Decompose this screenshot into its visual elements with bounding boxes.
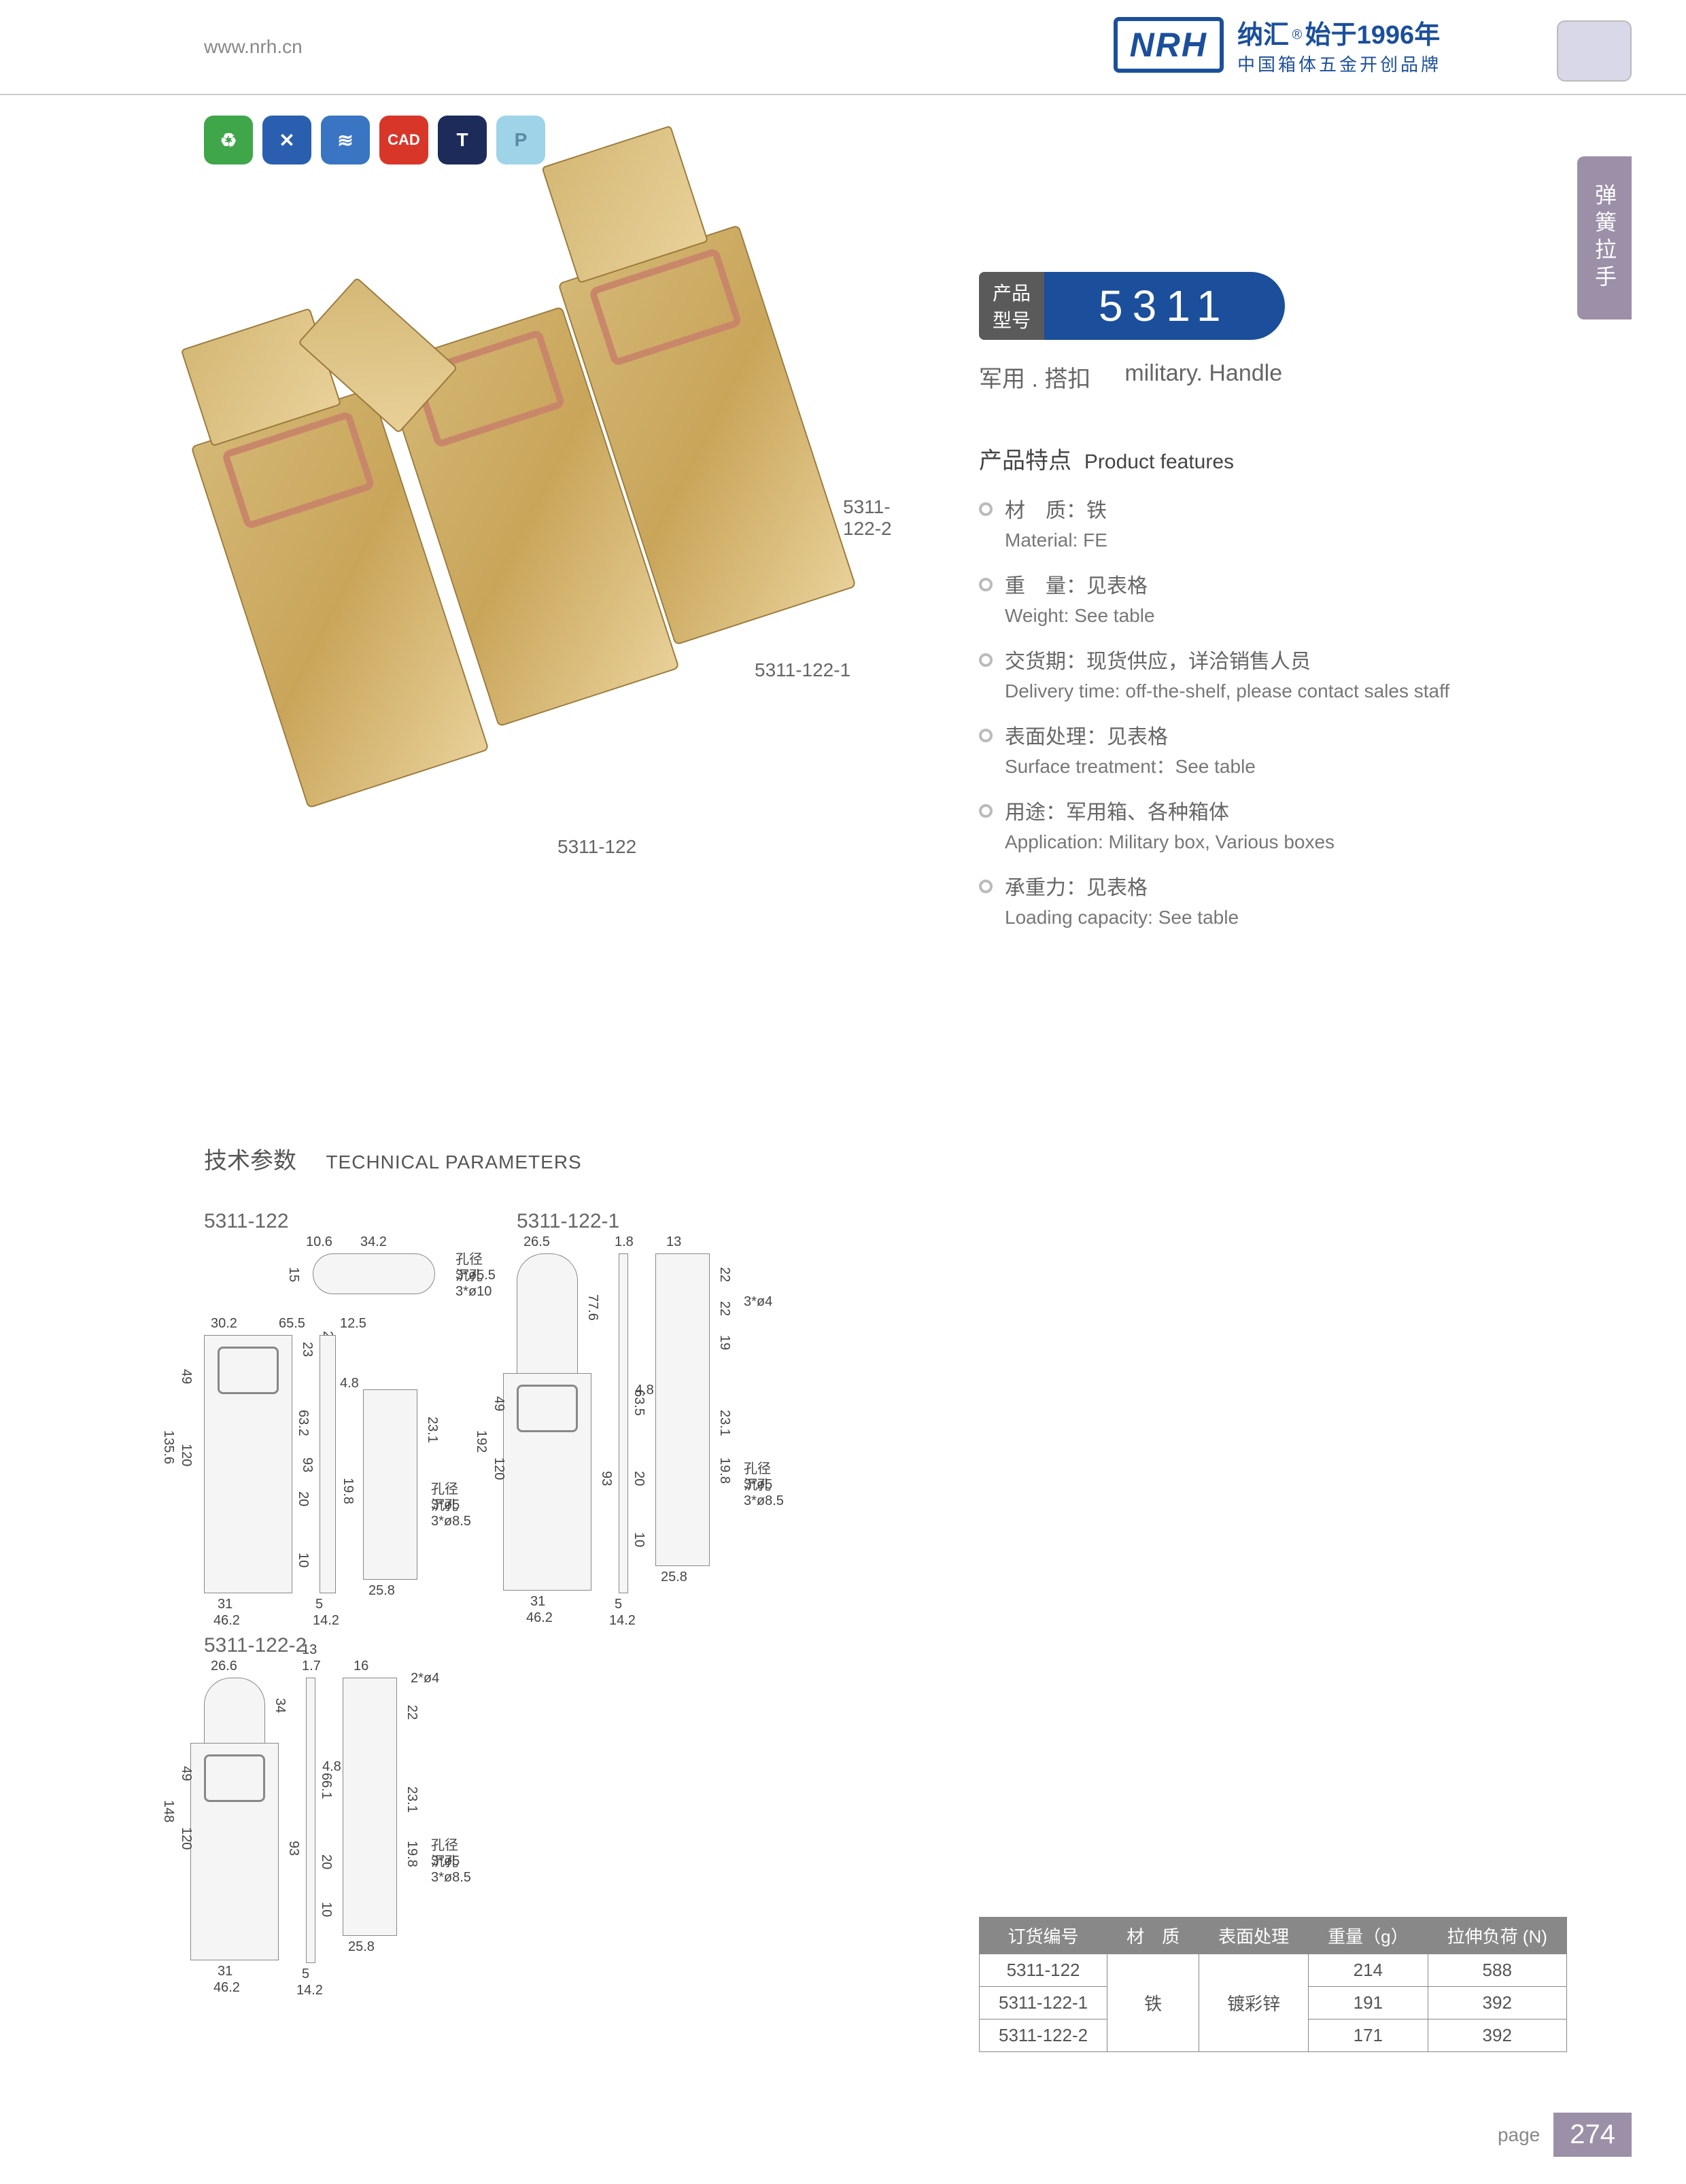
- category-cn: 军用 . 搭扣: [979, 360, 1090, 394]
- table-header: 拉伸负荷 (N): [1428, 1918, 1566, 1954]
- category-en: military. Handle: [1124, 360, 1282, 394]
- model-number: 5311: [1044, 272, 1285, 340]
- feature-item: 材 质：铁Material: FE: [979, 496, 1523, 555]
- logo-since: 始于1996年: [1305, 21, 1441, 50]
- page-header: www.nrh.cn NRH 纳汇 ® 始于1996年 中国箱体五金开创品牌: [0, 0, 1686, 95]
- category-icon: [1557, 20, 1632, 82]
- drawings: 5311-122 10.6 34.2 孔径 3*ø5.5 沉孔 3*ø10 15…: [204, 1210, 1564, 1963]
- category-line: 军用 . 搭扣 military. Handle: [979, 360, 1282, 394]
- tools-icon: ✕: [262, 116, 311, 164]
- img-label-2: 5311-122-1: [755, 659, 850, 681]
- drawing-5311-122-1: 5311-122-1 26.5 192 120 49 93 77.6 31 46…: [517, 1210, 710, 1593]
- features: 产品特点 Product features 材 质：铁Material: FE …: [979, 442, 1523, 948]
- features-title: 产品特点 Product features: [979, 442, 1523, 475]
- logo-abbr: NRH: [1114, 17, 1224, 73]
- page-label: page: [1498, 2124, 1540, 2146]
- table-header: 重量（g）: [1309, 1918, 1428, 1954]
- table-header: 材 质: [1107, 1918, 1199, 1954]
- side-tab: 弹簧拉手: [1577, 156, 1632, 319]
- logo-area: NRH 纳汇 ® 始于1996年 中国箱体五金开创品牌: [1114, 14, 1441, 76]
- table-row: 5311-122铁镀彩锌214588: [980, 1954, 1567, 1987]
- feature-item: 用途：军用箱、各种箱体Application: Military box, Va…: [979, 797, 1523, 856]
- logo-sub: 中国箱体五金开创品牌: [1237, 51, 1441, 76]
- page-footer: page 274: [1498, 2113, 1632, 2157]
- tech-title: 技术参数 TECHNICAL PARAMETERS: [204, 1142, 582, 1175]
- model-label: 产品 型号: [979, 272, 1044, 340]
- feature-item: 重 量：见表格Weight: See table: [979, 571, 1523, 630]
- eco-icon: ♻: [204, 116, 253, 164]
- page-number: 274: [1553, 2113, 1632, 2157]
- drawing-5311-122: 5311-122 10.6 34.2 孔径 3*ø5.5 沉孔 3*ø10 15…: [204, 1210, 435, 1593]
- site-url: www.nrh.cn: [204, 36, 303, 58]
- spring-icon: ≋: [321, 116, 370, 164]
- feature-item: 表面处理：见表格Surface treatment：See table: [979, 722, 1523, 781]
- p-icon: P: [496, 116, 545, 164]
- feature-item: 承重力：见表格Loading capacity: See table: [979, 873, 1523, 932]
- model-block: 产品 型号 5311: [979, 272, 1285, 340]
- spec-table: 订货编号材 质表面处理重量（g）拉伸负荷 (N) 5311-122铁镀彩锌214…: [979, 1917, 1567, 2052]
- img-label-3: 5311-122: [557, 836, 636, 858]
- product-photo: 5311-122-2 5311-122-1 5311-122: [204, 218, 918, 829]
- table-header: 表面处理: [1199, 1918, 1309, 1954]
- feature-item: 交货期：现货供应，详洽销售人员Delivery time: off-the-sh…: [979, 646, 1523, 706]
- table-header: 订货编号: [980, 1918, 1107, 1954]
- drawing-5311-122-2: 5311-122-2 26.6 148 120 49 93 34 31 46.2…: [204, 1634, 1564, 1963]
- cad-icon: CAD: [379, 116, 428, 164]
- logo-cn: 纳汇: [1237, 21, 1289, 50]
- screw-icon: T: [438, 116, 487, 164]
- feature-icons: ♻ ✕ ≋ CAD T P: [204, 116, 545, 164]
- img-label-1: 5311-122-2: [843, 496, 918, 540]
